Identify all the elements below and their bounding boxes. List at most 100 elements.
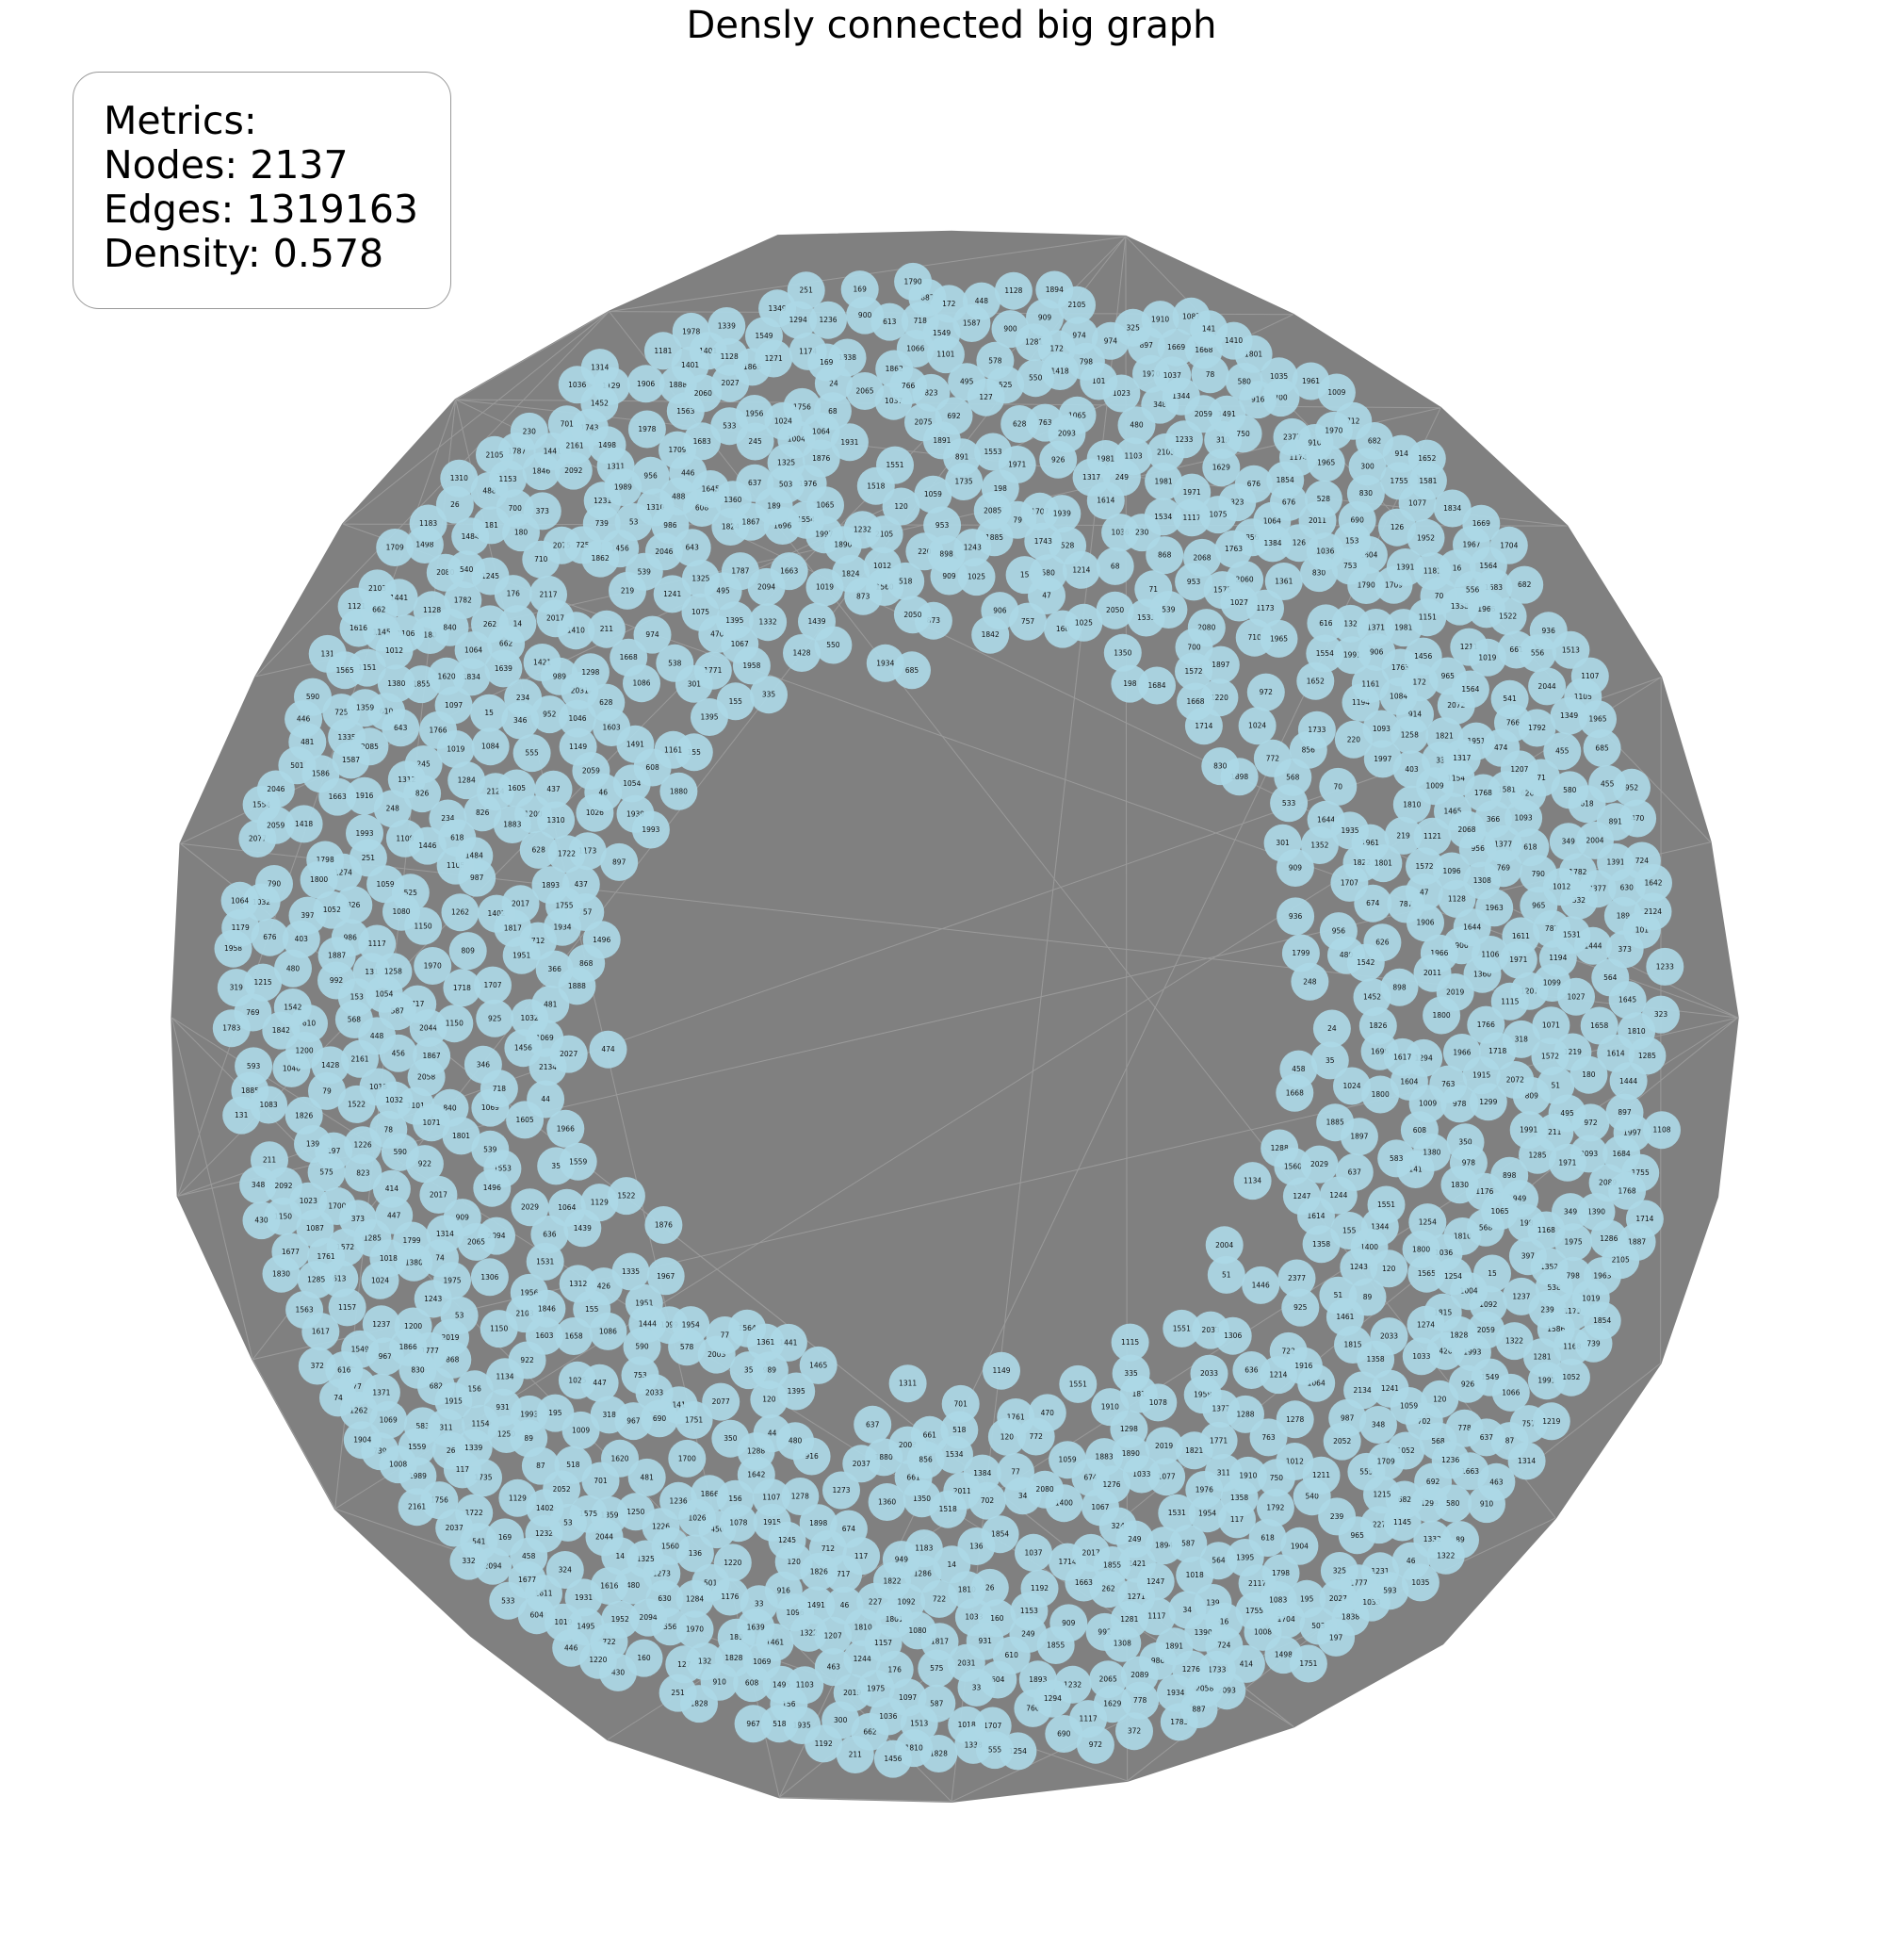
node-label: 608 [745,1679,759,1688]
node-circle [328,1288,366,1327]
node-label: 325 [1333,1567,1347,1576]
graph-node: 1360 [868,1483,906,1521]
graph-node: 1117 [1137,1597,1176,1636]
node-label: 350 [724,1434,738,1443]
node-label: 1966 [1453,1049,1471,1057]
graph-node: 909 [1276,849,1314,887]
node-circle [1449,1364,1487,1403]
graph-node: 1128 [994,271,1033,310]
node-label: 1810 [905,1744,923,1753]
graph-node: 1684 [1602,1135,1641,1173]
node-label: 1262 [451,908,469,917]
node-label: 127 [677,1660,691,1669]
node-label: 1339 [464,1444,482,1452]
node-circle [1276,1400,1314,1439]
graph-node: 463 [814,1648,853,1687]
node-label: 249 [1115,473,1130,482]
node-circle [448,932,487,971]
node-label: 1121 [348,602,366,611]
graph-node: 488 [659,477,698,515]
node-label: 437 [546,785,561,793]
graph-node: 1067 [1081,1488,1119,1527]
node-circle [978,1599,1017,1638]
graph-node: 1308 [1463,861,1502,900]
node-label: 972 [1089,1740,1103,1749]
node-label: 1834 [463,673,480,681]
node-circle [1312,1009,1351,1048]
graph-node: 211 [587,610,626,648]
node-label: 1826 [810,1567,828,1576]
graph-node: 325 [1114,308,1152,347]
node-label: 1247 [1293,1192,1310,1200]
node-circle [1026,1470,1065,1509]
node-label: 1915 [1472,1071,1490,1080]
graph-node: 1768 [1608,1171,1647,1210]
graph-node: 1976 [1185,1471,1224,1509]
graph-node: 555 [512,734,551,773]
node-label: 1958 [224,944,242,953]
node-label: 702 [981,1496,995,1505]
node-label: 79 [1013,515,1022,524]
node-label: 1801 [886,1615,903,1624]
node-circle [447,761,486,800]
node-circle [764,1571,803,1609]
node-label: 1862 [886,365,903,373]
node-label: 2031 [571,687,589,695]
node-circle [1227,1395,1264,1433]
graph-node: 430 [242,1201,281,1240]
graph-node: 702 [968,1481,1006,1520]
node-label: 1025 [968,573,985,581]
node-label: 1704 [1277,1615,1295,1624]
node-circle [1065,1563,1103,1602]
node-label: 181 [1132,1390,1147,1398]
graph-node: 722 [920,1579,958,1618]
node-circle [710,337,749,376]
graph-node: 739 [1574,1324,1613,1363]
node-label: 1993 [1463,1348,1481,1357]
node-circle [262,1011,301,1050]
node-label: 1046 [568,714,586,723]
node-label: 470 [1631,814,1645,823]
node-circle [1370,1317,1408,1356]
node-circle [952,304,991,342]
node-label: 89 [524,1434,533,1443]
node-label: 1828 [724,1654,742,1662]
graph-node: 1997 [1363,740,1402,778]
graph-node: 1906 [1407,904,1444,942]
graph-node: 1939 [1043,495,1082,533]
node-label: 772 [1266,754,1280,762]
node-label: 169 [498,1533,512,1542]
node-label: 1241 [663,590,681,598]
node-label: 956 [1472,844,1486,853]
node-label: 2080 [1197,624,1215,632]
node-label: 518 [773,1720,787,1728]
node-circle [933,1545,971,1584]
node-label: 1684 [1613,1150,1631,1158]
node-label: 1054 [375,989,393,998]
node-label: 1064 [1263,516,1281,525]
node-circle [307,1153,346,1192]
node-label: 1756 [431,1496,448,1505]
node-label: 1395 [1236,1554,1254,1562]
node-label: 1452 [591,400,609,408]
node-circle [1518,709,1556,747]
node-label: 1233 [1656,962,1674,971]
graph-node: 1709 [1367,1443,1406,1480]
node-circle [809,301,847,339]
node-circle [1277,1259,1316,1298]
node-label: 1335 [622,1267,640,1276]
node-label: 1866 [399,1343,417,1351]
node-circle [1509,1111,1548,1150]
node-label: 700 [1274,394,1288,402]
node-label: 2105 [1157,448,1175,456]
node-label: 1066 [906,345,924,353]
graph-node: 1978 [627,410,666,449]
node-label: 1883 [1096,1453,1114,1462]
node-label: 661 [923,1430,937,1439]
node-circle [1153,356,1192,395]
node-label: 757 [1522,1420,1537,1429]
graph-node: 1286 [1589,1219,1628,1258]
node-label: 898 [939,550,953,559]
node-label: 2089 [1130,1671,1148,1679]
